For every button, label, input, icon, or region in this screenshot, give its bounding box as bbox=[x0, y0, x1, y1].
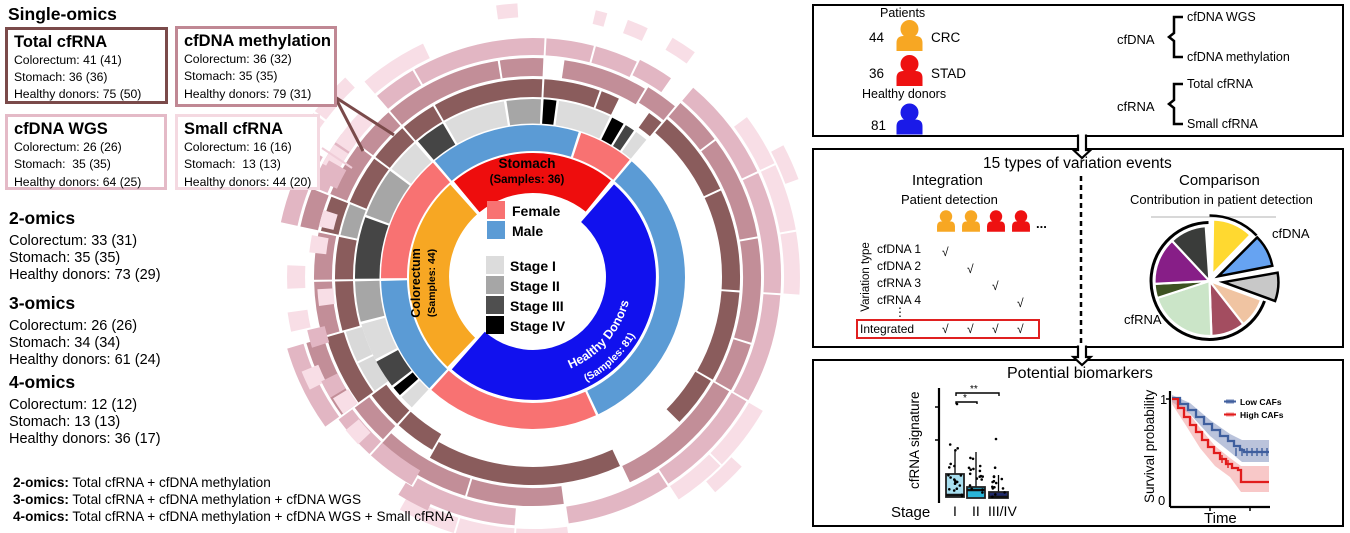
svg-text:Time: Time bbox=[1204, 510, 1237, 527]
svg-text:(Samples: 36): (Samples: 36) bbox=[490, 174, 565, 186]
svg-text:cfDNA: cfDNA bbox=[1272, 226, 1310, 241]
svg-text:Stage IV: Stage IV bbox=[510, 318, 566, 334]
svg-text:Survival probability: Survival probability bbox=[1142, 389, 1157, 503]
svg-text:cfRNA signature: cfRNA signature bbox=[907, 391, 922, 489]
svg-text:1: 1 bbox=[1160, 392, 1167, 407]
svg-text:cfRNA: cfRNA bbox=[1124, 312, 1162, 327]
svg-text:Low CAFs: Low CAFs bbox=[1240, 397, 1282, 407]
svg-text:III/IV: III/IV bbox=[988, 503, 1017, 519]
svg-text:0: 0 bbox=[1158, 493, 1165, 508]
svg-text:(Samples: 44): (Samples: 44) bbox=[426, 249, 438, 317]
svg-text:Male: Male bbox=[512, 223, 543, 239]
svg-text:Stomach: Stomach bbox=[498, 156, 555, 171]
svg-text:Female: Female bbox=[512, 203, 560, 219]
svg-text:**: ** bbox=[970, 384, 978, 395]
svg-text:...: ... bbox=[1036, 216, 1047, 231]
svg-text:Stage I: Stage I bbox=[510, 258, 556, 274]
svg-text:High CAFs: High CAFs bbox=[1240, 410, 1284, 420]
svg-text:II: II bbox=[972, 503, 980, 519]
svg-text:I: I bbox=[953, 503, 957, 519]
svg-text:Stage II: Stage II bbox=[510, 278, 560, 294]
svg-text:Stage: Stage bbox=[891, 504, 930, 521]
svg-text:Stage III: Stage III bbox=[510, 298, 564, 314]
svg-text:*: * bbox=[963, 393, 967, 404]
svg-text:Colorectum: Colorectum bbox=[409, 248, 423, 317]
